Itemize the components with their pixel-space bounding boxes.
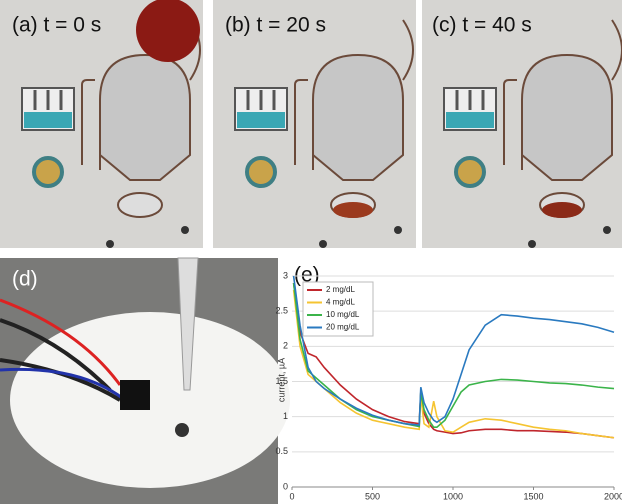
- y-tick-label: 2.5: [275, 306, 288, 316]
- dye-b: [333, 202, 373, 218]
- figure: (a) t = 0 s (b) t = 20 s (c) t = 40 s (d…: [0, 0, 622, 504]
- photo-d: [0, 258, 290, 504]
- dye-a: [136, 0, 200, 62]
- x-tick-label: 500: [365, 491, 380, 501]
- y-tick-label: 3: [283, 270, 288, 280]
- legend-label: 10 mg/dL: [326, 310, 360, 319]
- x-tick-label: 1000: [443, 491, 463, 501]
- photo-c: [422, 0, 622, 248]
- y-tick-label: 1: [283, 411, 288, 421]
- y-tick-label: 0.5: [275, 446, 288, 456]
- legend-label: 20 mg/dL: [326, 323, 360, 332]
- legend-label: 4 mg/dL: [326, 298, 355, 307]
- x-tick-label: 1500: [523, 491, 543, 501]
- panel-label: (d): [12, 268, 38, 291]
- panel-label: (b) t = 20 s: [225, 14, 326, 37]
- panel-label: (a) t = 0 s: [12, 14, 101, 37]
- photo-b: [213, 0, 416, 248]
- panel-label: (c) t = 40 s: [432, 14, 532, 37]
- x-tick-label: 2000: [604, 491, 622, 501]
- legend-label: 2 mg/dL: [326, 285, 355, 294]
- y-tick-label: 1.5: [275, 376, 288, 386]
- x-tick-label: 0: [289, 491, 294, 501]
- y-tick-label: 0: [283, 481, 288, 491]
- dye-c: [542, 202, 582, 218]
- y-tick-label: 2: [283, 341, 288, 351]
